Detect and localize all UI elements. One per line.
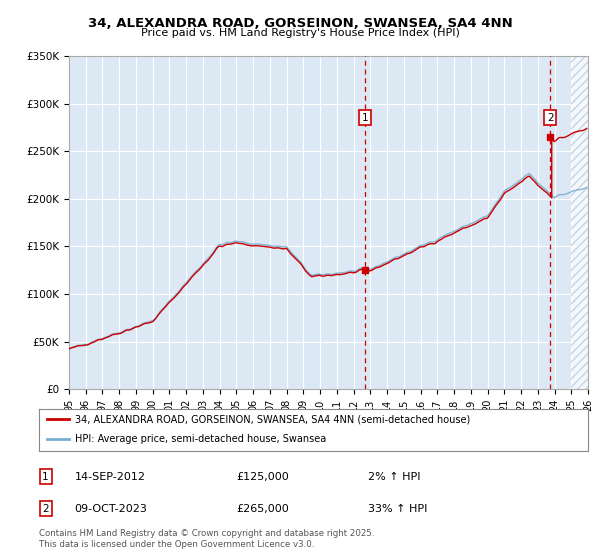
Text: 33% ↑ HPI: 33% ↑ HPI — [368, 504, 428, 514]
Text: 34, ALEXANDRA ROAD, GORSEINON, SWANSEA, SA4 4NN: 34, ALEXANDRA ROAD, GORSEINON, SWANSEA, … — [88, 17, 512, 30]
Text: 14-SEP-2012: 14-SEP-2012 — [74, 472, 146, 482]
Text: £265,000: £265,000 — [236, 504, 289, 514]
Text: 2: 2 — [42, 504, 49, 514]
Text: 09-OCT-2023: 09-OCT-2023 — [74, 504, 148, 514]
Text: Price paid vs. HM Land Registry's House Price Index (HPI): Price paid vs. HM Land Registry's House … — [140, 28, 460, 38]
Text: 34, ALEXANDRA ROAD, GORSEINON, SWANSEA, SA4 4NN (semi-detached house): 34, ALEXANDRA ROAD, GORSEINON, SWANSEA, … — [74, 414, 470, 424]
Text: 2% ↑ HPI: 2% ↑ HPI — [368, 472, 421, 482]
Text: 1: 1 — [42, 472, 49, 482]
Text: HPI: Average price, semi-detached house, Swansea: HPI: Average price, semi-detached house,… — [74, 434, 326, 444]
Text: 2: 2 — [547, 113, 554, 123]
Text: Contains HM Land Registry data © Crown copyright and database right 2025.
This d: Contains HM Land Registry data © Crown c… — [39, 529, 374, 549]
Text: £125,000: £125,000 — [236, 472, 289, 482]
Text: 1: 1 — [362, 113, 368, 123]
